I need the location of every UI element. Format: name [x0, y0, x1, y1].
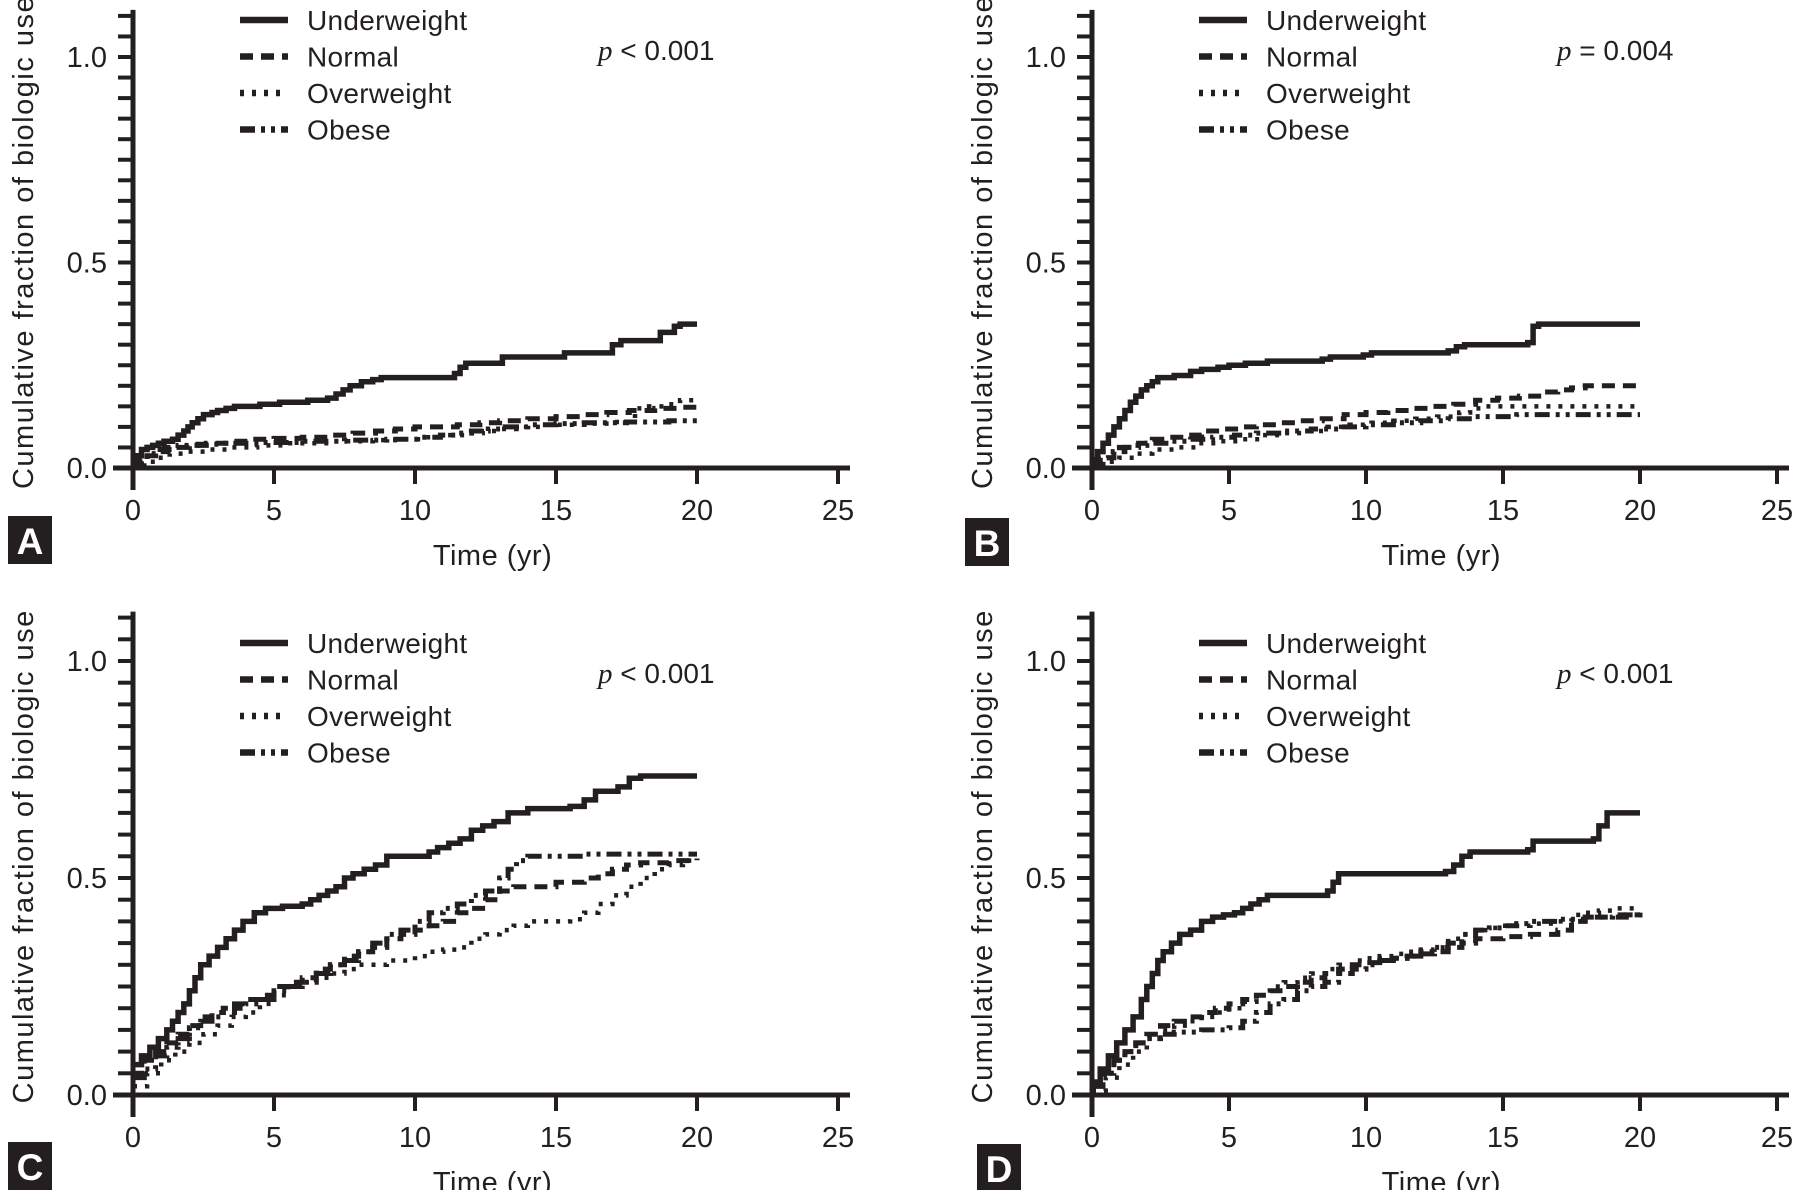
curve-obese: [133, 418, 697, 469]
x-tick-label: 15: [540, 495, 572, 527]
x-tick-label: 5: [1221, 495, 1237, 527]
curve-underweight: [133, 773, 697, 1068]
legend-label: Normal: [1266, 42, 1358, 73]
curve-underweight: [133, 321, 697, 467]
panel-badge-letter: B: [974, 523, 1001, 564]
p-value-label: p = 0.004: [1555, 35, 1673, 67]
panel-D: 0 5 10 15 20 25 0.0 0.5 1.0 Cumulative fraction o…: [904, 595, 1808, 1190]
y-axis-title: Cumulative fraction of biologic use: [8, 609, 40, 1103]
legend-label: Underweight: [1266, 628, 1427, 659]
x-tick-label: 15: [1487, 495, 1519, 527]
x-tick-label: 5: [266, 495, 282, 527]
panel-B: 0 5 10 15 20 25 0.0 0.5 1.0 Cumulative fraction o…: [904, 0, 1808, 595]
legend-label: Overweight: [307, 78, 452, 109]
curve-normal: [1092, 912, 1643, 1089]
panel-B-chart: 0 5 10 15 20 25 0.0 0.5 1.0 Cumulative fraction o…: [965, 0, 1793, 572]
y-tick-label: 0.5: [1026, 863, 1066, 895]
panel-badge-letter: C: [17, 1147, 44, 1188]
legend-label: Normal: [307, 42, 399, 73]
x-tick-label: 10: [1350, 1122, 1382, 1154]
x-tick-label: 20: [681, 1122, 713, 1154]
p-value-label: p < 0.001: [596, 658, 714, 690]
y-axis-title: Cumulative fraction of biologic use: [967, 609, 999, 1103]
y-axis-title: Cumulative fraction of biologic use: [967, 0, 999, 489]
panel-badge-letter: A: [17, 521, 44, 562]
legend-label: Underweight: [307, 628, 468, 659]
curve-obese: [1092, 412, 1640, 467]
y-tick-label: 0.0: [1026, 453, 1066, 485]
x-tick-label: 5: [266, 1122, 282, 1154]
x-tick-label: 15: [540, 1122, 572, 1154]
x-axis-title: Time (yr): [1382, 540, 1501, 572]
curve-underweight: [1092, 810, 1640, 1085]
legend-label: Obese: [307, 738, 391, 769]
x-tick-label: 0: [1084, 1122, 1100, 1154]
legend-label: Obese: [307, 115, 391, 146]
curve-underweight: [1092, 321, 1640, 463]
y-tick-label: 1.0: [67, 42, 107, 74]
curve-normal: [133, 404, 700, 469]
y-tick-label: 0.0: [67, 453, 107, 485]
legend-label: Overweight: [1266, 78, 1411, 109]
p-value-label: p < 0.001: [596, 35, 714, 67]
panel-C: 0 5 10 15 20 25 0.0 0.5 1.0 Cumulative fraction o…: [0, 595, 904, 1190]
legend-label: Normal: [1266, 665, 1358, 696]
curve-overweight: [133, 397, 697, 471]
x-tick-label: 10: [1350, 495, 1382, 527]
x-axis-title: Time (yr): [433, 1167, 552, 1190]
panel-A: 0 5 10 15 20 25 0.0 0.5 1.0 Cumulative fraction o…: [0, 0, 904, 595]
panel-A-chart: 0 5 10 15 20 25 0.0 0.5 1.0 Cumulative fraction o…: [8, 0, 854, 572]
y-tick-label: 0.5: [1026, 248, 1066, 280]
curve-obese: [1092, 912, 1643, 1089]
y-tick-label: 0.0: [67, 1080, 107, 1112]
x-axis-title: Time (yr): [1382, 1167, 1501, 1190]
x-tick-label: 0: [1084, 495, 1100, 527]
panel-badge: [965, 518, 1009, 566]
y-tick-label: 1.0: [67, 646, 107, 678]
legend-label: Obese: [1266, 738, 1350, 769]
x-tick-label: 25: [822, 1122, 854, 1154]
panel-D-chart: 0 5 10 15 20 25 0.0 0.5 1.0 Cumulative fraction o…: [967, 609, 1793, 1190]
panel-badge: [8, 516, 52, 564]
x-tick-label: 10: [399, 1122, 431, 1154]
y-axis-title: Cumulative fraction of biologic use: [8, 0, 40, 489]
x-tick-label: 25: [1761, 1122, 1793, 1154]
panel-badge: [8, 1142, 52, 1190]
y-tick-label: 0.5: [67, 248, 107, 280]
x-tick-label: 25: [822, 495, 854, 527]
y-tick-label: 1.0: [1026, 42, 1066, 74]
x-axis-title: Time (yr): [433, 540, 552, 572]
legend-label: Underweight: [1266, 5, 1427, 36]
panel-badge-letter: D: [986, 1149, 1013, 1190]
x-tick-label: 25: [1761, 495, 1793, 527]
x-tick-label: 0: [125, 1122, 141, 1154]
y-tick-label: 1.0: [1026, 646, 1066, 678]
x-tick-label: 20: [681, 495, 713, 527]
x-tick-label: 20: [1624, 495, 1656, 527]
x-tick-label: 10: [399, 495, 431, 527]
curve-obese: [133, 851, 697, 1081]
curve-normal: [133, 858, 700, 1076]
legend-label: Overweight: [307, 701, 452, 732]
legend-label: Overweight: [1266, 701, 1411, 732]
curve-normal: [1092, 383, 1640, 467]
legend-label: Obese: [1266, 115, 1350, 146]
x-tick-label: 5: [1221, 1122, 1237, 1154]
panel-C-chart: 0 5 10 15 20 25 0.0 0.5 1.0 Cumulative fraction o…: [8, 609, 854, 1190]
p-value-label: p < 0.001: [1555, 658, 1673, 690]
x-tick-label: 20: [1624, 1122, 1656, 1154]
legend-label: Normal: [307, 665, 399, 696]
curve-overweight: [133, 858, 700, 1089]
x-tick-label: 0: [125, 495, 141, 527]
legend-label: Underweight: [307, 5, 468, 36]
x-tick-label: 15: [1487, 1122, 1519, 1154]
y-tick-label: 0.0: [1026, 1080, 1066, 1112]
y-tick-label: 0.5: [67, 863, 107, 895]
panel-badge: [977, 1144, 1021, 1190]
